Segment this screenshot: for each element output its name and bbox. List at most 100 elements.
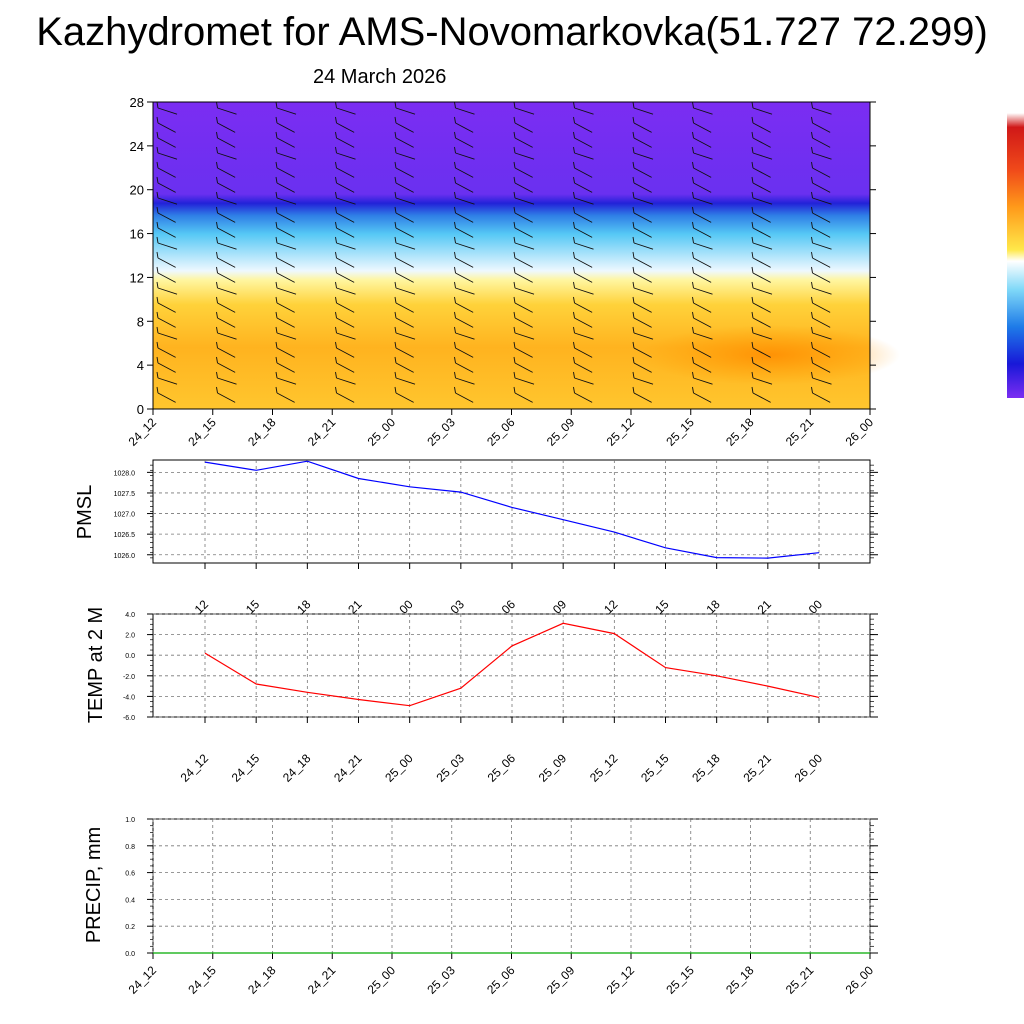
wind-barb	[217, 257, 236, 268]
wind-barb-flag	[513, 296, 516, 304]
xsec-ytick-label: 0	[137, 402, 144, 417]
wind-barb	[455, 287, 475, 295]
wind-barb	[157, 347, 176, 358]
wind-barb-flag	[573, 161, 575, 169]
wind-barb	[514, 167, 533, 178]
wind-barb	[276, 347, 295, 358]
wind-barb	[276, 152, 297, 160]
wind-barb-flag	[692, 191, 694, 199]
wind-barb	[395, 347, 414, 358]
wind-barb	[633, 212, 652, 223]
wind-barb-flag	[335, 341, 337, 349]
xsec-ytick-label: 12	[130, 270, 144, 285]
xsec-xtick-label: 25_09	[544, 415, 578, 449]
wind-barb-flag	[751, 161, 754, 169]
pmsl-ytick-label: 1026.0	[114, 553, 136, 560]
temp-ytick-label: 0.0	[125, 653, 135, 660]
precip-ytick-label: 0.4	[125, 897, 135, 904]
wind-barb-flag	[751, 386, 754, 394]
wind-barb	[633, 107, 654, 115]
wind-barb	[395, 137, 414, 148]
wind-barb	[455, 362, 474, 373]
xsec-xtick-label: 24_18	[245, 415, 279, 449]
wind-barb-flag	[811, 296, 813, 304]
wind-barb	[455, 242, 475, 250]
wind-barb-flag	[335, 146, 337, 154]
wind-barb	[276, 137, 295, 148]
wind-barb	[514, 377, 535, 385]
wind-barb-flag	[632, 236, 635, 244]
wind-barb-flag	[692, 236, 694, 244]
wind-barb-flag	[751, 236, 754, 244]
wind-barb-flag	[156, 281, 159, 289]
wind-barb-flag	[216, 266, 218, 274]
wind-barb-flag	[632, 266, 635, 274]
wind-barb	[514, 212, 533, 223]
wind-barb	[574, 227, 593, 238]
wind-barb-flag	[454, 371, 456, 379]
xsec-ytick-label: 28	[130, 95, 144, 110]
wind-barb	[693, 167, 712, 178]
wind-barb-flag	[811, 101, 813, 109]
temp-frame	[152, 613, 871, 718]
wind-barb-flag	[573, 176, 575, 184]
temp-axis-label: TEMP at 2 M	[85, 607, 107, 723]
wind-barb	[276, 197, 297, 205]
wind-barb	[336, 257, 355, 268]
wind-barb	[812, 347, 831, 358]
wind-barb	[455, 137, 474, 148]
temp-xtick-label: 24_15	[229, 751, 263, 785]
wind-barb	[276, 287, 297, 295]
wind-barb-flag	[216, 161, 218, 169]
wind-barb-flag	[692, 116, 694, 124]
wind-barb	[455, 317, 474, 328]
wind-barb	[693, 332, 713, 340]
precip-x-axis: 24_12 24_15 24_18 24_21 25_00 25_03 25_06 25_09…	[126, 953, 876, 997]
wind-barb	[336, 362, 355, 373]
wind-barb	[157, 212, 176, 223]
xsec-xtick-label: 26_00	[843, 415, 877, 449]
xsec-xtick-label: 25_03	[424, 415, 458, 449]
wind-barb	[812, 392, 831, 403]
precip-panel: 0.00.20.40.60.81.0 24_12 24_15 24_18 24_21 2…	[83, 817, 878, 997]
wind-barb	[633, 182, 652, 193]
wind-barb	[514, 257, 533, 268]
wind-barb	[693, 152, 713, 160]
wind-barb	[633, 167, 652, 178]
wind-barb	[574, 212, 593, 223]
wind-barb	[514, 137, 533, 148]
precip-xtick-label: 25_21	[783, 963, 817, 997]
wind-barb	[752, 272, 771, 283]
wind-barb	[693, 392, 712, 403]
wind-barb-flag	[811, 326, 813, 334]
wind-barb	[752, 302, 771, 313]
wind-barb-flag	[394, 176, 397, 184]
temp-xtick-label: 25_21	[740, 751, 774, 785]
xsec-xtick-label: 24_15	[185, 415, 219, 449]
wind-barb	[812, 362, 831, 373]
wind-barb-flag	[513, 206, 516, 214]
wind-barb	[217, 197, 237, 205]
wind-barb-flag	[513, 131, 516, 139]
wind-barb	[276, 377, 297, 385]
wind-barb-flag	[216, 176, 218, 184]
wind-barb-flag	[335, 356, 337, 364]
chart-title: Kazhydromet for AMS-Novomarkovka(51.727 …	[36, 10, 988, 54]
wind-barb	[693, 347, 712, 358]
wind-barb-flag	[156, 101, 159, 109]
wind-barb-flag	[335, 101, 337, 109]
wind-barb-flag	[335, 161, 337, 169]
wind-barb-flag	[513, 101, 516, 109]
wind-barb-flag	[811, 146, 813, 154]
wind-barb	[455, 227, 474, 238]
wind-barb-flag	[751, 221, 754, 229]
precip-y-axis: 0.0 0.2 0.4 0.6 0.8 1.0	[125, 817, 878, 958]
wind-barb	[157, 152, 178, 160]
xsec-ytick-label: 16	[130, 227, 144, 242]
wind-barb	[574, 152, 594, 160]
wind-barb-flag	[216, 296, 218, 304]
wind-barb	[514, 392, 533, 403]
wind-barb	[455, 257, 474, 268]
wind-barb	[395, 227, 414, 238]
wind-barb-flag	[335, 386, 337, 394]
